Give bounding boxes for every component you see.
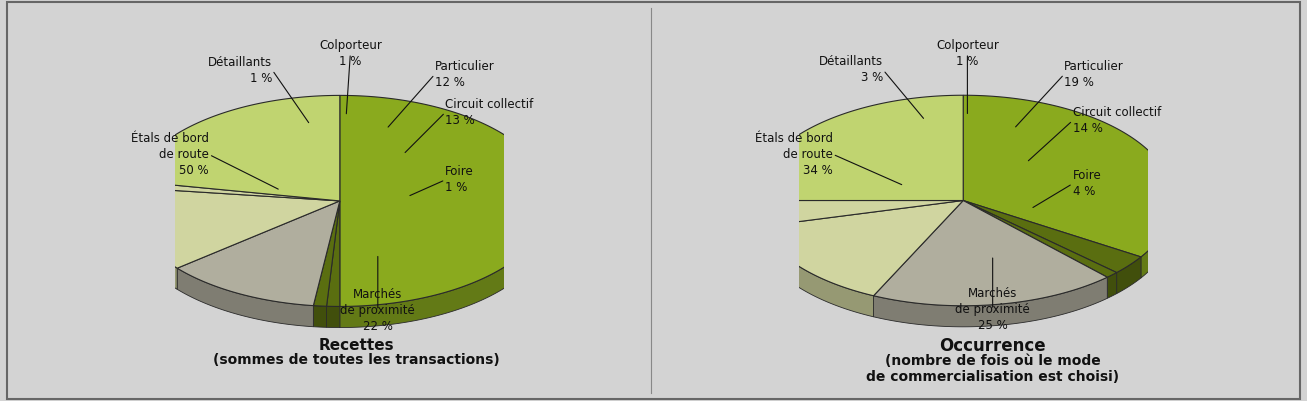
Text: Marchés
de proximité
22 %: Marchés de proximité 22 % bbox=[340, 288, 416, 333]
Polygon shape bbox=[178, 268, 314, 327]
Text: Circuit collectif
13 %: Circuit collectif 13 % bbox=[446, 98, 533, 127]
Polygon shape bbox=[963, 200, 1116, 277]
Text: Colporteur
1 %: Colporteur 1 % bbox=[936, 38, 999, 68]
Text: Étals de bord
de route
50 %: Étals de bord de route 50 % bbox=[131, 132, 209, 177]
Polygon shape bbox=[131, 181, 340, 201]
Text: Détaillants
1 %: Détaillants 1 % bbox=[208, 56, 272, 85]
Text: Foire
1 %: Foire 1 % bbox=[446, 165, 474, 194]
Polygon shape bbox=[1107, 273, 1116, 298]
Text: Étals de bord
de route
34 %: Étals de bord de route 34 % bbox=[754, 132, 833, 177]
Polygon shape bbox=[759, 227, 873, 317]
Polygon shape bbox=[340, 95, 550, 306]
Polygon shape bbox=[873, 200, 1107, 306]
Polygon shape bbox=[340, 201, 550, 328]
Polygon shape bbox=[1141, 200, 1174, 278]
Text: Colporteur
1 %: Colporteur 1 % bbox=[319, 38, 382, 68]
Polygon shape bbox=[963, 200, 1141, 273]
Text: Occurrence: Occurrence bbox=[940, 337, 1046, 355]
Polygon shape bbox=[327, 201, 340, 306]
Polygon shape bbox=[753, 200, 759, 248]
Polygon shape bbox=[314, 306, 327, 327]
Text: Foire
4 %: Foire 4 % bbox=[1073, 169, 1102, 198]
Text: Recettes: Recettes bbox=[319, 338, 395, 353]
Polygon shape bbox=[753, 95, 963, 200]
Polygon shape bbox=[1116, 257, 1141, 294]
Polygon shape bbox=[963, 95, 1174, 257]
Text: (sommes de toutes les transactions): (sommes de toutes les transactions) bbox=[213, 353, 501, 367]
Polygon shape bbox=[873, 277, 1107, 327]
Polygon shape bbox=[314, 201, 340, 306]
Text: (nombre de fois où le mode
de commercialisation est choisi): (nombre de fois où le mode de commercial… bbox=[867, 354, 1119, 385]
Polygon shape bbox=[753, 200, 963, 227]
Polygon shape bbox=[129, 188, 340, 268]
Polygon shape bbox=[129, 201, 178, 289]
Polygon shape bbox=[132, 95, 340, 201]
Text: Particulier
12 %: Particulier 12 % bbox=[435, 60, 494, 89]
Text: Marchés
de proximité
25 %: Marchés de proximité 25 % bbox=[955, 288, 1030, 332]
Text: Circuit collectif
14 %: Circuit collectif 14 % bbox=[1073, 106, 1161, 135]
Polygon shape bbox=[178, 201, 340, 306]
Polygon shape bbox=[759, 200, 963, 296]
Text: Particulier
19 %: Particulier 19 % bbox=[1064, 60, 1124, 89]
Polygon shape bbox=[327, 306, 340, 328]
Text: Détaillants
3 %: Détaillants 3 % bbox=[819, 55, 884, 85]
